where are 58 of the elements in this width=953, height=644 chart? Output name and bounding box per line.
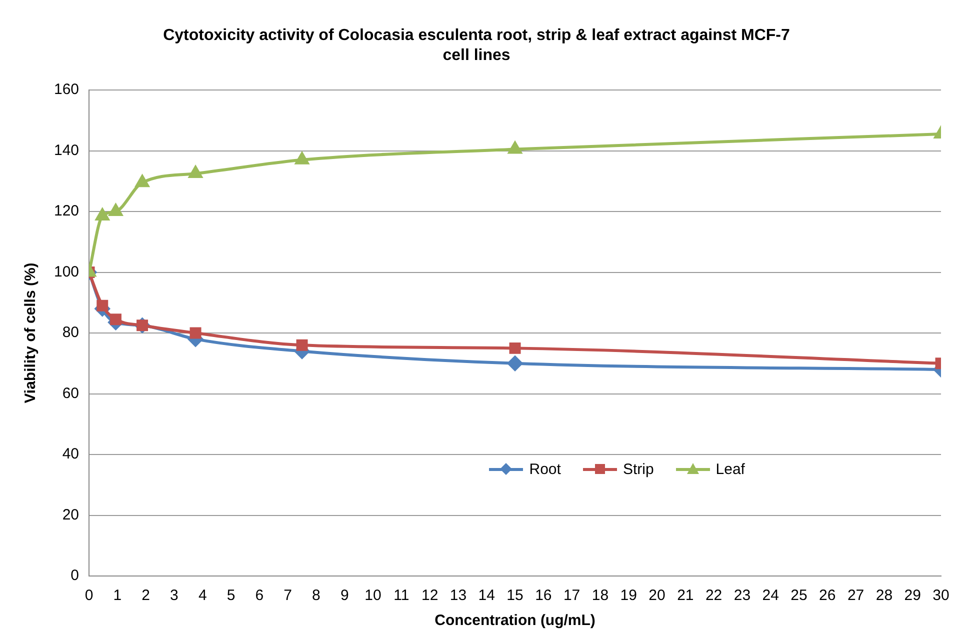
point [96,300,108,312]
x-tick-label: 30 [932,587,950,604]
y-tick-label: 100 [54,263,80,280]
x-tick-label: 4 [198,587,207,604]
y-tick-label: 60 [62,384,80,402]
x-tick-label: 1 [113,587,122,604]
x-tick-label: 24 [762,587,779,604]
point [508,356,523,371]
y-tick-label: 140 [54,142,80,159]
x-tick-label: 7 [284,587,292,604]
x-tick-label: 23 [734,587,751,604]
x-tick-label: 26 [819,587,836,604]
x-tick-label: 20 [648,587,666,604]
y-tick-label: 80 [62,324,80,342]
x-axis-title: Concentration (ug/mL) [434,612,596,630]
x-tick-label: 9 [340,587,349,604]
x-tick-label: 17 [563,587,580,604]
x-tick-label: 2 [142,587,150,604]
x-tick-label: 19 [620,587,637,604]
point [110,314,122,326]
point [136,175,149,188]
point [295,152,309,164]
x-tick-label: 16 [535,587,552,604]
chart-title: Cytotoxicity activity of Colocasia esculenta root, strip & leaf extract against MCF-7 cell lines [162,26,791,66]
point [188,166,202,178]
x-tick-label: 22 [705,587,722,604]
y-tick-label: 0 [70,567,80,584]
x-tick-label: 6 [255,587,264,604]
point [509,342,521,354]
x-tick-label: 25 [790,587,808,604]
x-tick-label: 29 [904,587,921,604]
x-tick-label: 10 [364,587,382,604]
x-tick-label: 8 [312,587,320,604]
x-tick-label: 15 [506,587,524,604]
legend-label: Strip [622,460,654,478]
point [296,339,308,351]
y-tick-label: 40 [62,446,80,463]
x-tick-label: 18 [592,587,609,604]
x-tick-label: 0 [84,587,94,604]
x-tick-label: 27 [847,587,864,604]
x-tick-label: 28 [876,587,893,604]
point [190,327,202,339]
y-tick-label: 160 [54,81,80,98]
x-tick-label: 3 [170,587,178,604]
y-tick-label: 20 [62,506,80,524]
x-tick-label: 12 [421,587,438,604]
x-tick-label: 14 [478,587,495,604]
x-tick-label: 21 [677,587,694,604]
point [96,208,110,221]
legend-label: Leaf [716,460,745,478]
legend-label: Root [529,460,561,478]
point [508,142,522,154]
point [109,204,122,216]
y-tick-label: 120 [54,202,80,220]
x-tick-label: 13 [450,587,467,604]
x-tick-label: 5 [226,587,236,604]
x-tick-label: 11 [394,587,410,604]
y-axis-title: Viability of cells (%) [22,262,40,404]
